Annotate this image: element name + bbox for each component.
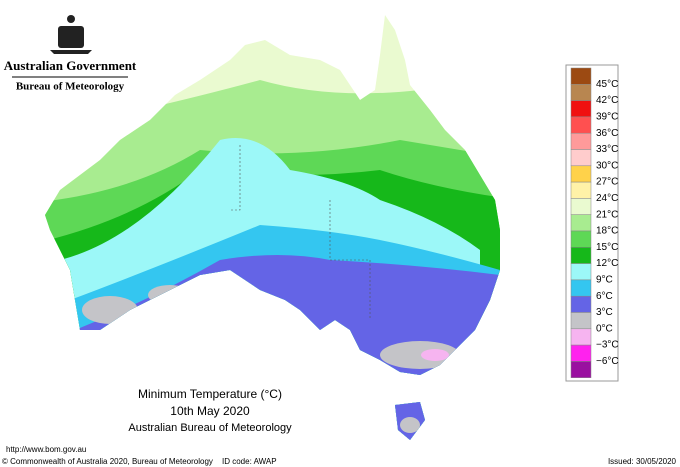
legend-swatch [570, 67, 592, 85]
legend-swatch [570, 344, 592, 362]
legend-label: 6°C [596, 291, 613, 302]
legend-label: −3°C [596, 340, 619, 351]
legend-swatch [570, 312, 592, 330]
legend-label: 12°C [596, 258, 618, 269]
legend-label: 39°C [596, 112, 618, 123]
legend-swatch [570, 84, 592, 101]
legend-label: 3°C [596, 307, 613, 318]
coat-of-arms [50, 15, 92, 54]
legend-swatch [570, 149, 592, 167]
legend-swatch [570, 230, 592, 248]
legend-label: 33°C [596, 144, 618, 155]
legend-label: 30°C [596, 160, 618, 171]
map-title: Minimum Temperature (°C) [138, 387, 282, 401]
legend-label: 15°C [596, 242, 618, 253]
legend-swatch [570, 198, 592, 215]
legend-swatch [570, 181, 592, 199]
legend-label: −6°C [596, 356, 619, 367]
legend-swatch [570, 328, 592, 346]
issued-date: Issued: 30/05/2020 [608, 457, 677, 466]
legend-swatch [570, 295, 592, 313]
legend-label: 21°C [596, 209, 618, 220]
legend-swatch [570, 279, 592, 297]
legend-swatch [570, 165, 592, 183]
map-source: Australian Bureau of Meteorology [128, 422, 292, 434]
legend-swatch [570, 132, 592, 150]
government-name: Australian Government [4, 58, 137, 73]
legend-swatch [570, 214, 592, 232]
legend-swatch [570, 116, 592, 134]
legend: 45°C 42°C 39°C 36°C 33°C 30°C 27°C 24°C 21°C 18°C… [570, 67, 619, 378]
legend-label: 42°C [596, 95, 618, 106]
map-date: 10th May 2020 [170, 404, 250, 418]
legend-swatch [570, 263, 592, 281]
agency-name: Bureau of Meteorology [16, 81, 125, 93]
website: http://www.bom.gov.au [6, 445, 86, 454]
copyright: © Commonwealth of Australia 2020, Bureau… [2, 457, 213, 466]
legend-swatch [570, 100, 592, 118]
legend-swatch [570, 361, 592, 378]
legend-label: 36°C [596, 128, 618, 139]
legend-label: 0°C [596, 323, 613, 334]
legend-label: 27°C [596, 177, 618, 188]
legend-label: 24°C [596, 193, 618, 204]
legend-label: 9°C [596, 275, 613, 286]
id-code: ID code: AWAP [222, 457, 277, 466]
legend-swatch [570, 247, 592, 264]
legend-label: 45°C [596, 79, 618, 90]
legend-label: 18°C [596, 226, 618, 237]
